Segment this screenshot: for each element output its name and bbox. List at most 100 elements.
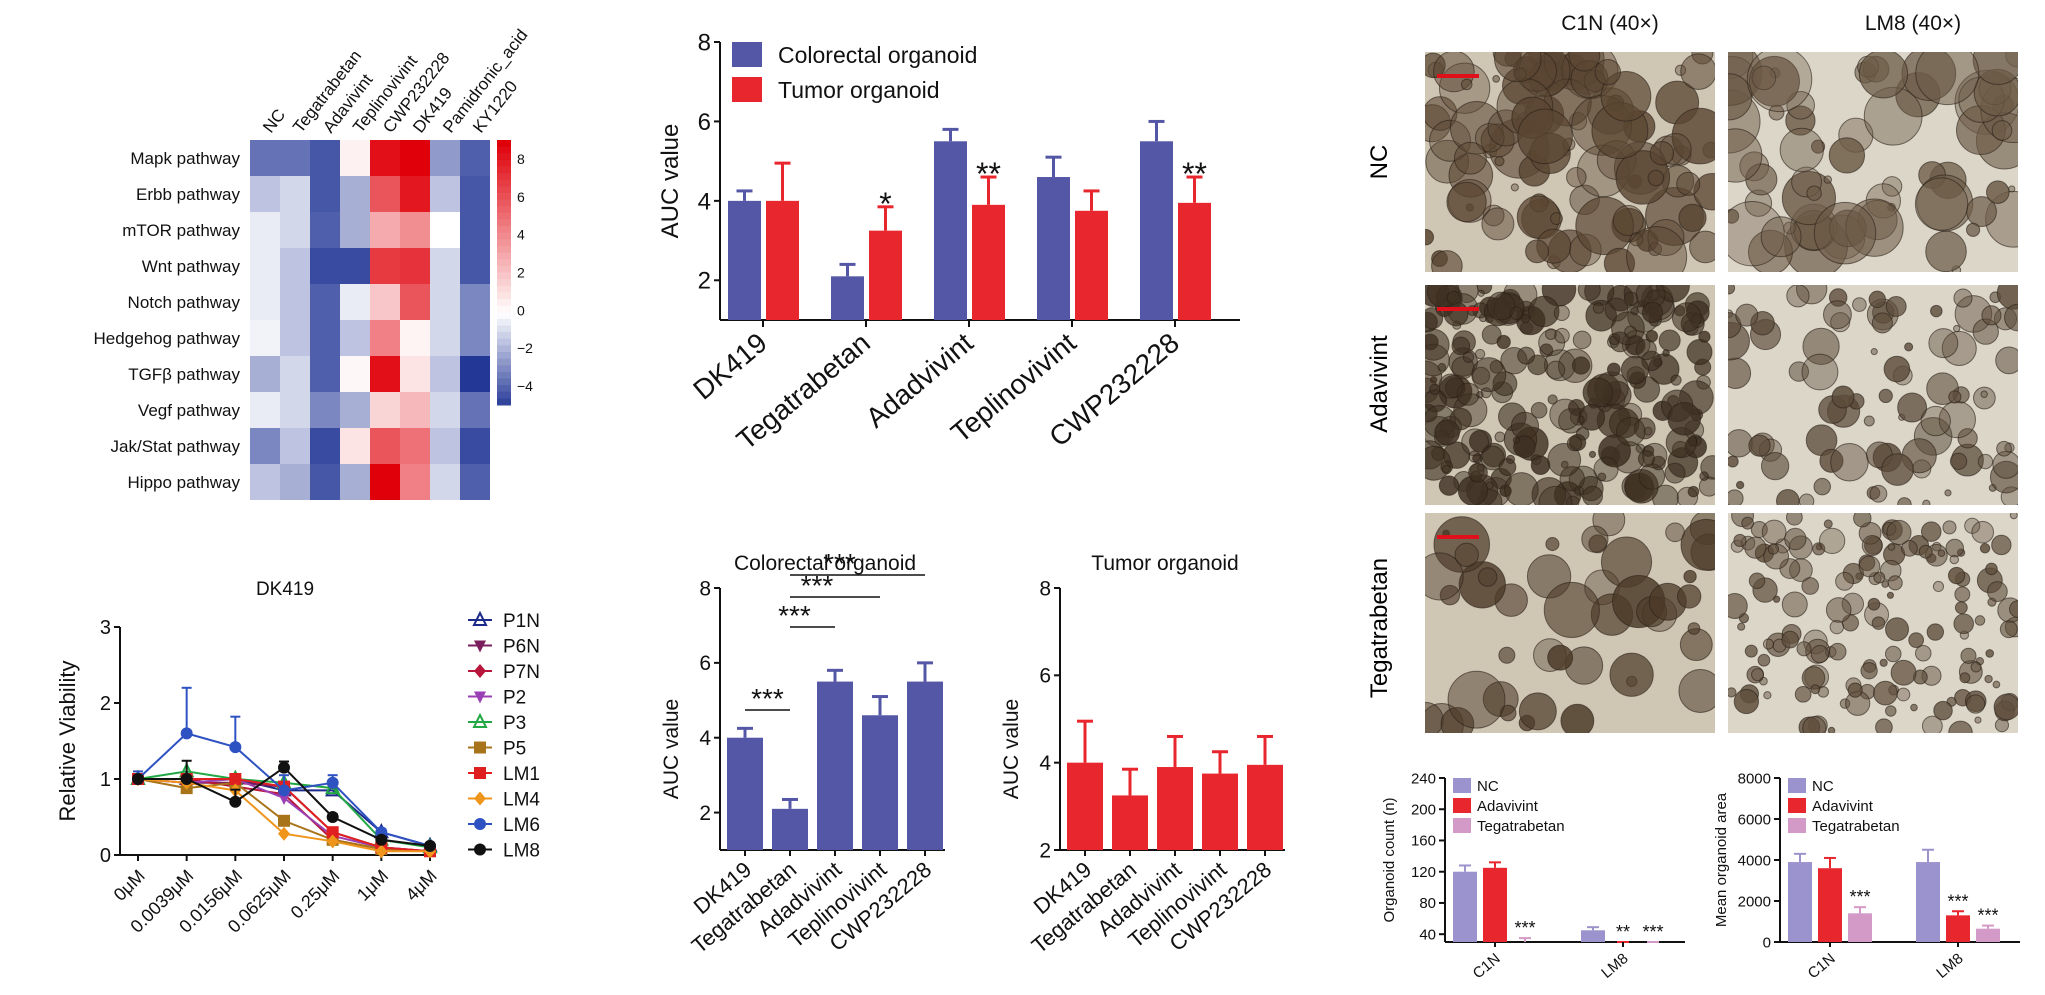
organoid — [1767, 543, 1780, 555]
organoid — [1560, 703, 1595, 733]
legend-label: P1N — [503, 611, 540, 632]
organoid — [1948, 720, 1973, 733]
y-tick-label: 2 — [1039, 839, 1051, 862]
organoid — [1594, 58, 1621, 86]
organoid — [1985, 649, 1995, 658]
row-label: Adavivint — [1366, 335, 1393, 433]
organoid — [1612, 204, 1644, 236]
organoid — [1582, 377, 1614, 408]
data-point — [278, 826, 290, 841]
organoid — [1637, 450, 1655, 468]
col-label: C1N (40×) — [1561, 12, 1659, 35]
data-point — [325, 781, 341, 797]
heatmap-cell — [310, 284, 340, 320]
organoid — [1779, 127, 1824, 173]
significance-marker: *** — [1642, 922, 1663, 942]
organoid — [1977, 453, 1994, 470]
organoid — [1794, 685, 1812, 703]
micrograph-nc-c1n — [1425, 52, 1715, 272]
heatmap-cell — [250, 356, 280, 392]
legend-marker — [474, 664, 486, 678]
heatmap-cell — [460, 248, 490, 284]
y-tick-label: 0 — [1763, 934, 1771, 951]
heatmap-cell — [460, 284, 490, 320]
organoid — [1474, 122, 1505, 153]
heatmap-cell — [250, 464, 280, 500]
y-tick-label: 4 — [698, 188, 711, 215]
organoid — [1971, 520, 1995, 544]
organoid — [1887, 543, 1896, 551]
organoid — [1786, 285, 1810, 308]
colorbar-segment — [497, 140, 511, 148]
x-tick-label: 0μM — [110, 866, 149, 905]
data-point — [326, 811, 339, 823]
organoid — [1785, 513, 1803, 526]
organoid — [1568, 52, 1601, 72]
organoid — [1576, 415, 1585, 424]
organoid — [1920, 521, 1942, 542]
organoid — [1547, 442, 1582, 477]
organoid — [1543, 581, 1600, 639]
chart-title: Colorectal organoid — [734, 552, 916, 575]
colorbar-segment — [497, 325, 511, 333]
organoid — [1870, 348, 1878, 356]
bar — [1112, 795, 1148, 850]
organoid — [1728, 593, 1748, 619]
heatmap-cell — [280, 284, 310, 320]
organoid — [1434, 419, 1460, 446]
y-tick-label: 3 — [100, 617, 111, 639]
colorbar-segment — [497, 212, 511, 220]
organoid — [1554, 327, 1570, 344]
organoid — [1796, 641, 1812, 657]
organoid — [1904, 342, 1914, 352]
organoid — [1539, 343, 1554, 358]
organoid — [1922, 499, 1931, 505]
heatmap-cell — [400, 176, 430, 212]
bar — [1178, 202, 1211, 320]
significance-marker: *** — [778, 600, 811, 631]
bar — [869, 230, 902, 320]
organoid — [1530, 401, 1548, 419]
organoid — [1974, 615, 1986, 626]
bar — [766, 200, 799, 320]
bar — [1247, 764, 1283, 850]
organoid — [1496, 334, 1511, 350]
legend-label: P7N — [503, 662, 540, 683]
organoid — [1582, 485, 1604, 505]
heatmap-cell — [340, 356, 370, 392]
organoid — [1635, 339, 1657, 361]
colorbar-segment — [497, 186, 511, 194]
organoid — [1468, 450, 1481, 463]
organoid — [1680, 53, 1715, 90]
organoid — [1965, 694, 1986, 714]
organoid — [1546, 360, 1566, 380]
organoid — [1879, 658, 1888, 667]
organoid — [1493, 52, 1542, 83]
organoid — [1477, 567, 1498, 587]
heatmap-cell — [370, 248, 400, 284]
organoid — [1847, 682, 1863, 698]
heatmap-row-label: mTOR pathway — [122, 221, 240, 240]
colorbar-segment — [497, 365, 511, 373]
organoid — [1530, 455, 1551, 476]
organoid — [1823, 175, 1833, 184]
y-tick-label: 4 — [1039, 752, 1051, 775]
organoid — [1886, 591, 1895, 599]
heatmap-cell — [430, 428, 460, 464]
heatmap-cell — [310, 428, 340, 464]
data-point — [278, 784, 290, 797]
organoid — [1812, 542, 1826, 556]
organoid — [1438, 475, 1460, 496]
organoid — [1609, 652, 1654, 697]
heatmap-cell — [400, 140, 430, 176]
organoid — [1728, 128, 1763, 183]
heatmap-cell — [370, 464, 400, 500]
bar — [727, 737, 763, 850]
organoid — [1581, 525, 1609, 553]
organoid — [1615, 416, 1646, 447]
organoid — [1748, 572, 1766, 590]
organoid — [1781, 591, 1808, 618]
organoid — [1737, 622, 1746, 631]
y-tick-label: 8 — [699, 577, 711, 600]
